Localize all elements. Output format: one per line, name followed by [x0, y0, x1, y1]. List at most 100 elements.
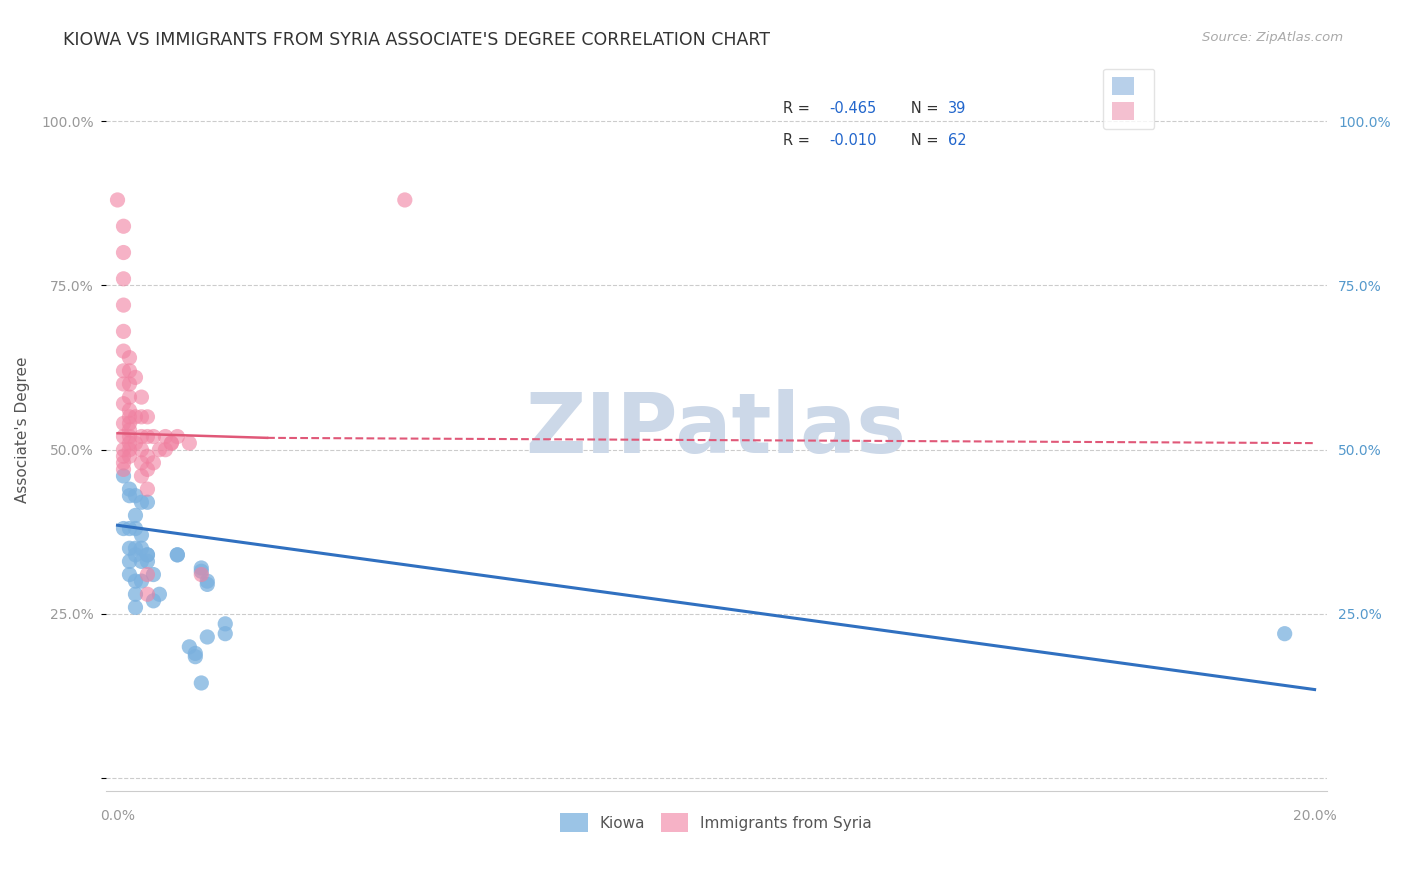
Point [136, 449, 159, 463]
Point [142, 429, 165, 443]
Text: 39: 39 [948, 101, 966, 116]
Legend: , : , [1104, 69, 1154, 129]
Point [148, 442, 170, 457]
Point [118, 567, 141, 582]
Point [112, 298, 135, 312]
Point [136, 554, 159, 568]
Point [112, 376, 135, 391]
Point [142, 594, 165, 608]
Point [112, 522, 135, 536]
Point [118, 409, 141, 424]
Point [155, 442, 177, 457]
Point [136, 587, 159, 601]
Text: -0.465: -0.465 [830, 101, 877, 116]
Text: ZIPatlas: ZIPatlas [526, 390, 907, 470]
Point [118, 351, 141, 365]
Point [166, 548, 188, 562]
Point [112, 429, 135, 443]
Point [142, 567, 165, 582]
Point [131, 574, 153, 588]
Point [184, 649, 207, 664]
Point [190, 561, 212, 575]
Point [214, 626, 236, 640]
Point [112, 219, 135, 234]
Point [112, 272, 135, 286]
Point [131, 409, 153, 424]
Text: R =: R = [783, 133, 814, 148]
Point [118, 442, 141, 457]
Text: R =: R = [783, 101, 814, 116]
Point [214, 616, 236, 631]
Point [136, 548, 159, 562]
Point [394, 193, 416, 207]
Point [124, 489, 146, 503]
Point [131, 442, 153, 457]
Point [118, 522, 141, 536]
Text: N =: N = [897, 101, 943, 116]
Point [112, 462, 135, 476]
Point [131, 469, 153, 483]
Point [136, 548, 159, 562]
Point [131, 429, 153, 443]
Point [118, 449, 141, 463]
Point [148, 587, 170, 601]
Point [124, 522, 146, 536]
Point [118, 541, 141, 556]
Point [118, 417, 141, 431]
Point [124, 409, 146, 424]
Point [118, 364, 141, 378]
Point [190, 564, 212, 578]
Point [124, 587, 146, 601]
Point [124, 541, 146, 556]
Point [179, 436, 201, 450]
Point [112, 397, 135, 411]
Point [166, 429, 188, 443]
Point [136, 409, 159, 424]
Point [112, 469, 135, 483]
Point [136, 429, 159, 443]
Point [131, 456, 153, 470]
Point [118, 403, 141, 417]
Point [131, 554, 153, 568]
Point [195, 574, 218, 588]
Point [124, 600, 146, 615]
Point [1274, 626, 1296, 640]
Point [118, 482, 141, 496]
Point [112, 442, 135, 457]
Text: Source: ZipAtlas.com: Source: ZipAtlas.com [1202, 31, 1343, 45]
Point [166, 548, 188, 562]
Point [136, 495, 159, 509]
Text: 20.0%: 20.0% [1292, 809, 1337, 822]
Point [124, 508, 146, 523]
Point [118, 376, 141, 391]
Point [124, 436, 146, 450]
Point [118, 423, 141, 437]
Point [179, 640, 201, 654]
Point [195, 577, 218, 591]
Point [112, 449, 135, 463]
Point [131, 390, 153, 404]
Point [136, 567, 159, 582]
Y-axis label: Associate's Degree: Associate's Degree [15, 357, 30, 503]
Point [136, 482, 159, 496]
Text: -0.010: -0.010 [830, 133, 877, 148]
Point [142, 456, 165, 470]
Point [112, 456, 135, 470]
Point [160, 436, 183, 450]
Point [131, 541, 153, 556]
Point [136, 462, 159, 476]
Point [118, 489, 141, 503]
Point [112, 344, 135, 359]
Text: 0.0%: 0.0% [100, 809, 135, 822]
Point [155, 429, 177, 443]
Point [112, 417, 135, 431]
Point [195, 630, 218, 644]
Point [160, 436, 183, 450]
Point [190, 567, 212, 582]
Point [184, 647, 207, 661]
Point [190, 676, 212, 690]
Point [112, 245, 135, 260]
Point [124, 574, 146, 588]
Point [118, 429, 141, 443]
Point [131, 495, 153, 509]
